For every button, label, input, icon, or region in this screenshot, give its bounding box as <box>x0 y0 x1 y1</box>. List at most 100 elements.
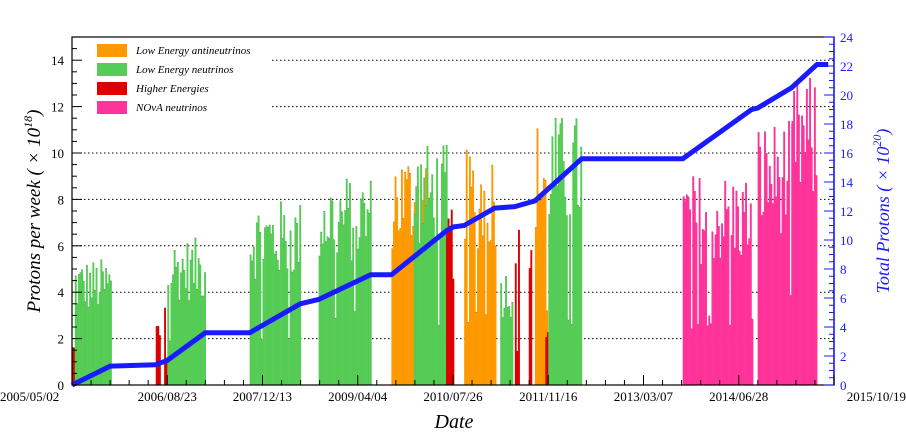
weekly-bar <box>793 91 796 385</box>
weekly-bar <box>270 233 273 385</box>
weekly-bar <box>791 121 794 386</box>
weekly-bar <box>484 314 487 385</box>
weekly-bar <box>350 260 353 385</box>
weekly-bar <box>446 228 448 385</box>
weekly-bar <box>773 127 776 385</box>
weekly-bar <box>727 206 730 385</box>
weekly-bar <box>368 213 371 385</box>
weekly-bar <box>191 250 194 385</box>
weekly-bar <box>97 304 100 385</box>
weekly-bar <box>426 146 429 385</box>
weekly-bar <box>775 196 778 385</box>
weekly-bar <box>256 222 258 385</box>
weekly-bar <box>730 235 733 385</box>
weekly-bar <box>569 214 571 385</box>
weekly-bar <box>288 338 290 385</box>
weekly-bar <box>813 87 816 385</box>
weekly-bar <box>464 239 467 385</box>
right-tick-label: 14 <box>840 175 854 190</box>
weekly-bar <box>741 192 744 385</box>
right-axis-title-exponent: 20 <box>870 135 884 147</box>
right-tick-label: 22 <box>840 59 853 74</box>
weekly-bar <box>483 191 486 385</box>
weekly-bar <box>181 259 184 385</box>
weekly-bar <box>413 214 416 385</box>
weekly-bar <box>297 262 300 385</box>
weekly-bar <box>706 325 709 385</box>
weekly-bar <box>452 278 455 385</box>
weekly-bar <box>440 163 443 385</box>
weekly-bar <box>183 270 186 385</box>
weekly-bar <box>810 147 813 385</box>
right-tick-label: 24 <box>840 30 854 45</box>
weekly-bar <box>689 209 691 385</box>
weekly-bar <box>476 248 479 385</box>
weekly-bar <box>695 222 698 385</box>
weekly-bar <box>570 324 573 385</box>
x-tick-label: 2010/07/26 <box>423 389 483 404</box>
weekly-bars <box>72 77 818 386</box>
weekly-bar <box>768 166 771 385</box>
legend-label: Low Energy neutrinos <box>135 64 233 76</box>
weekly-bar <box>197 258 200 385</box>
weekly-bar <box>711 231 714 385</box>
legend-label: Higher Energies <box>135 83 209 95</box>
weekly-bar <box>514 263 517 385</box>
right-tick-label: 10 <box>840 233 853 248</box>
x-tick-label: 2007/12/13 <box>233 389 292 404</box>
weekly-bar <box>420 164 423 385</box>
weekly-bar <box>77 274 80 385</box>
weekly-bar <box>108 274 111 385</box>
weekly-bar <box>337 222 340 385</box>
weekly-bar <box>291 271 294 385</box>
weekly-bar <box>719 257 722 385</box>
weekly-bar <box>428 198 431 385</box>
weekly-bar <box>733 248 736 385</box>
weekly-bar <box>729 325 731 385</box>
weekly-bar <box>770 184 773 385</box>
weekly-bar <box>72 347 74 385</box>
weekly-bar <box>449 228 452 385</box>
weekly-bar <box>804 152 807 385</box>
left-axis-title-text: Protons per week ( × 10 <box>24 127 45 313</box>
weekly-bar <box>786 181 789 385</box>
weekly-bar <box>538 194 541 385</box>
weekly-bar <box>530 250 533 385</box>
left-tick-label: 10 <box>51 146 64 161</box>
right-axis-title-close: ) <box>873 129 894 136</box>
weekly-bar <box>173 250 176 385</box>
weekly-bar <box>450 209 453 385</box>
weekly-bar <box>743 212 746 385</box>
weekly-bar <box>762 212 765 385</box>
weekly-bar <box>434 242 437 385</box>
weekly-bar <box>812 191 815 385</box>
weekly-bar <box>511 302 514 385</box>
legend-label: NOvA neutrinos <box>135 102 207 114</box>
weekly-bar <box>809 78 812 386</box>
right-tick-label: 16 <box>840 146 854 161</box>
weekly-bar <box>470 187 473 385</box>
weekly-bar <box>369 181 372 385</box>
weekly-bar <box>421 223 424 385</box>
left-axis-title: Protons per week ( × 1018) <box>21 110 45 314</box>
right-tick-label: 18 <box>840 117 853 132</box>
weekly-bar <box>85 265 88 385</box>
weekly-bar <box>764 131 766 385</box>
weekly-bar <box>74 275 77 385</box>
weekly-bar <box>278 270 281 385</box>
weekly-bar <box>405 179 408 385</box>
weekly-bar <box>772 203 774 385</box>
weekly-bar <box>746 244 749 385</box>
weekly-bar <box>339 200 342 385</box>
weekly-bar <box>572 142 575 385</box>
weekly-bar <box>251 260 254 385</box>
weekly-bar <box>318 255 321 385</box>
weekly-bar <box>508 306 511 385</box>
weekly-bar <box>713 258 715 385</box>
weekly-bar <box>204 272 206 385</box>
weekly-bar <box>283 215 286 385</box>
weekly-bar <box>554 118 557 385</box>
weekly-bar <box>468 156 471 385</box>
weekly-bar <box>799 182 802 385</box>
weekly-bar <box>684 200 687 385</box>
